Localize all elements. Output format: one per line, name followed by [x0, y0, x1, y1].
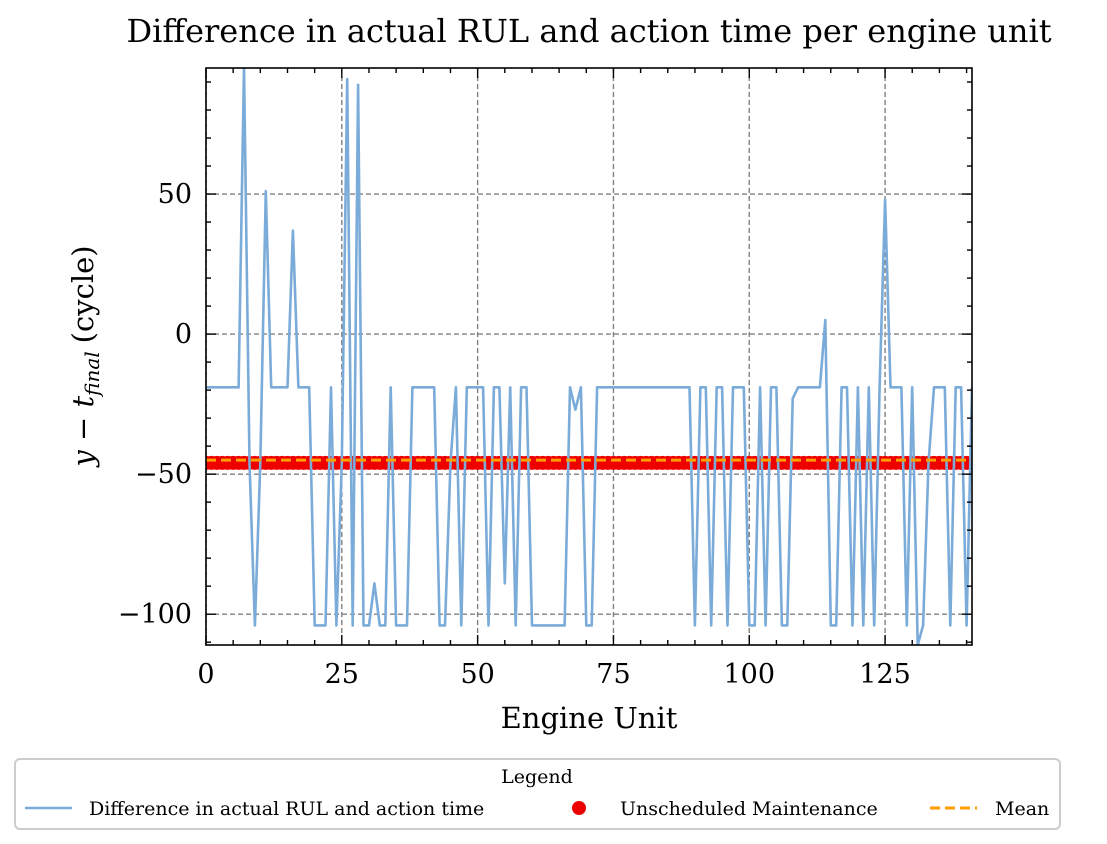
x-tick-label: 125: [859, 659, 911, 690]
chart-title: Difference in actual RUL and action time…: [126, 12, 1051, 50]
y-axis-label-unit: (cycle): [66, 245, 100, 343]
y-tick-label: −50: [135, 459, 192, 490]
x-tick-label: 0: [197, 659, 214, 690]
x-axis-label: Engine Unit: [501, 701, 678, 735]
x-tick-label: 50: [460, 659, 494, 690]
y-axis-label-main: y − t: [66, 396, 100, 469]
legend-dot-swatch: [572, 801, 586, 815]
y-tick-label: −100: [118, 599, 192, 630]
legend-entry-difference: Difference in actual RUL and action time: [89, 798, 484, 820]
x-tick-labels: 0 25 50 75 100 125: [197, 659, 910, 690]
legend-box: [14, 758, 1061, 830]
x-tick-label: 25: [325, 659, 359, 690]
plot-area: [206, 68, 972, 645]
x-tick-label: 75: [596, 659, 630, 690]
unscheduled-maintenance-markers: [206, 455, 972, 470]
y-axis-label-subscript: final: [80, 351, 104, 398]
legend-entry-unscheduled: Unscheduled Maintenance: [620, 798, 878, 820]
legend-title: Legend: [501, 766, 573, 788]
difference-series-line: [206, 68, 972, 645]
plot-frame: [205, 67, 973, 646]
axis-ticks: [205, 68, 972, 645]
legend: Legend Difference in actual RUL and acti…: [14, 758, 1061, 830]
y-tick-label: 0: [175, 319, 192, 350]
gridlines: [205, 68, 972, 645]
y-tick-labels: −100 −50 0 50: [118, 179, 192, 630]
legend-entry-mean: Mean: [995, 798, 1049, 820]
x-tick-label: 100: [723, 659, 775, 690]
y-axis-label: y − tfinal (cycle): [66, 245, 104, 468]
y-tick-label: 50: [158, 179, 192, 210]
